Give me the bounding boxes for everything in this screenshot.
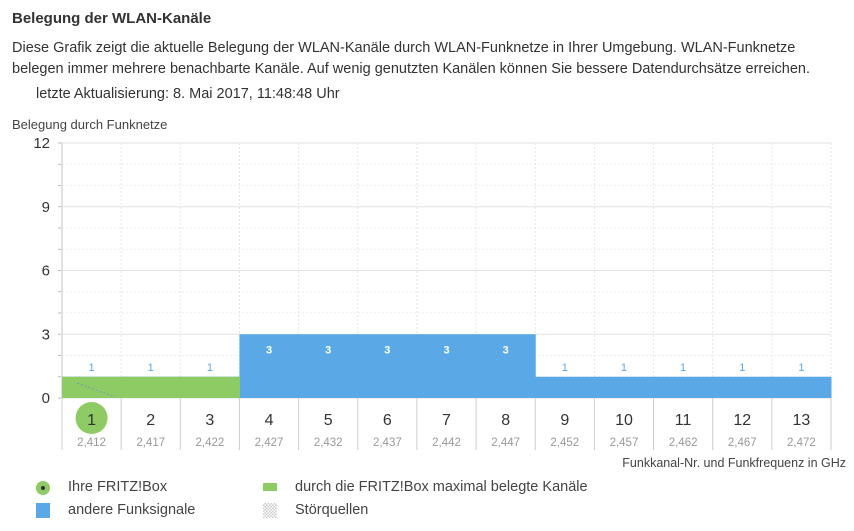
legend-other: andere Funksignale: [68, 502, 196, 518]
bar-other: [357, 334, 418, 398]
channel-label: 3: [205, 412, 214, 429]
interference-marker: [76, 382, 116, 398]
y-tick-label: 3: [42, 326, 50, 343]
channel-label: 5: [324, 412, 333, 429]
data-label: 3: [443, 344, 449, 356]
bar-fritzbox: [62, 376, 122, 398]
y-axis-label: Belegung durch Funknetze: [12, 117, 168, 132]
channel-label: 9: [560, 412, 569, 429]
frequency-label: 2,437: [373, 437, 402, 449]
bar-other: [535, 376, 595, 398]
bar-other: [653, 376, 714, 398]
legend-max: durch die FRITZ!Box maximal belegte Kanä…: [295, 479, 588, 495]
data-label: 3: [266, 344, 272, 356]
channel-label: 6: [383, 412, 392, 429]
channel-label: 8: [501, 412, 510, 429]
channel-label: 7: [442, 412, 451, 429]
bar-fritzbox: [180, 376, 240, 398]
bar-other: [476, 334, 536, 398]
frequency-label: 2,432: [314, 437, 343, 449]
bar-other: [594, 376, 655, 398]
data-label: 1: [207, 362, 213, 374]
bar-fritzbox: [121, 376, 181, 398]
frequency-label: 2,472: [787, 437, 816, 449]
fritzbox-legend-icon: [36, 481, 50, 495]
data-label: 3: [384, 344, 390, 356]
last-update: letzte Aktualisierung: 8. Mai 2017, 11:4…: [36, 86, 340, 102]
data-label: 1: [89, 362, 95, 374]
legend-interference: Störquellen: [295, 502, 369, 518]
data-label: 3: [503, 344, 509, 356]
frequency-label: 2,452: [550, 437, 579, 449]
description: Diese Grafik zeigt die aktuelle Belegung…: [12, 40, 811, 77]
channel-label: 12: [733, 412, 751, 429]
channel-label: 4: [265, 412, 274, 429]
frequency-label: 2,467: [728, 437, 757, 449]
data-label: 1: [680, 362, 686, 374]
y-tick-label: 9: [42, 199, 50, 216]
frequency-label: 2,412: [77, 437, 106, 449]
frequency-label: 2,462: [669, 437, 698, 449]
interference-legend-icon: [263, 503, 277, 518]
y-tick-label: 12: [33, 135, 50, 152]
bar-other: [239, 334, 300, 398]
other-signals-legend-icon: [36, 503, 50, 518]
fritzbox-channel-marker: [75, 402, 108, 434]
channel-label: 10: [615, 412, 633, 429]
bar-other: [712, 376, 773, 398]
data-label: 1: [562, 362, 568, 374]
frequency-label: 2,442: [432, 437, 461, 449]
frequency-label: 2,447: [491, 437, 520, 449]
frequency-label: 2,422: [195, 437, 224, 449]
channel-label: 13: [793, 412, 811, 429]
channel-label: 1: [87, 412, 96, 429]
data-label: 1: [739, 362, 745, 374]
bar-other: [298, 334, 359, 398]
data-label: 1: [621, 362, 627, 374]
channel-label: 2: [146, 412, 155, 429]
data-label: 1: [148, 362, 154, 374]
page-title: Belegung der WLAN-Kanäle: [12, 10, 212, 27]
frequency-label: 2,417: [136, 437, 165, 449]
max-channels-legend-icon: [263, 483, 277, 491]
x-axis-label: Funkkanal-Nr. und Funkfrequenz in GHz: [622, 456, 846, 470]
y-tick-label: 6: [42, 263, 50, 280]
frequency-label: 2,457: [610, 437, 639, 449]
data-label: 1: [798, 362, 804, 374]
frequency-label: 2,427: [255, 437, 284, 449]
legend-fritzbox: Ihre FRITZ!Box: [68, 479, 168, 495]
y-tick-label: 0: [42, 390, 50, 407]
data-label: 3: [325, 344, 331, 356]
bar-other: [416, 334, 477, 398]
bar-other: [771, 376, 832, 398]
channel-label: 11: [675, 412, 692, 429]
